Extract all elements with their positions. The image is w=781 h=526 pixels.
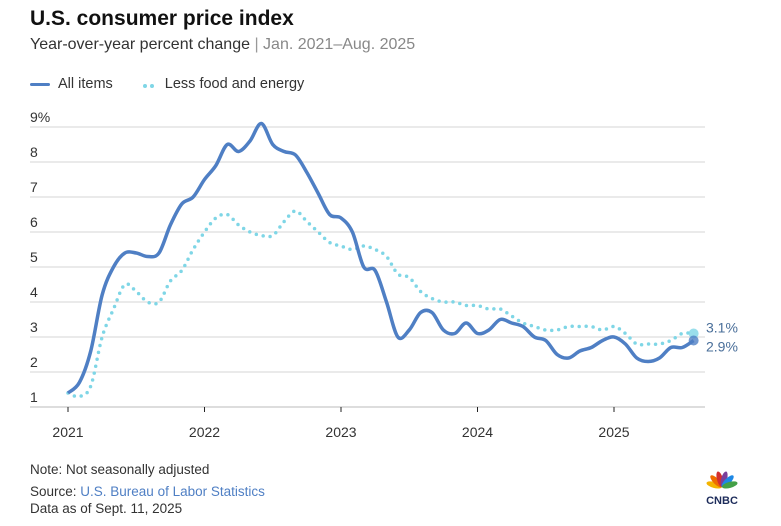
y-tick-label: 9% [30,109,50,125]
subtitle-range: Jan. 2021–Aug. 2025 [263,36,416,53]
legend: All items Less food and energy [30,76,304,92]
y-tick-label: 1 [30,389,38,405]
y-tick-label: 3 [30,319,38,335]
x-tick-label: 2025 [598,424,629,440]
footer-note: Note: Not seasonally adjusted [30,462,210,477]
end-point-core [688,328,699,339]
y-tick-label: 5 [30,249,38,265]
x-tick-label: 2022 [189,424,220,440]
legend-dotted-line-icon [142,76,157,92]
subtitle-separator: | [254,36,259,53]
legend-solid-line-icon [30,82,50,86]
line-chart: 1 2 3 4 5 6 7 8 9% 2021 2022 2023 2024 2025 3.1% 2.9% [30,109,738,440]
end-point-all-items [688,335,699,346]
series-line-all-items [66,121,695,395]
end-label-core: 3.1% [706,320,738,336]
end-label-all-items: 2.9% [706,339,738,355]
source-prefix: Source: [30,484,81,499]
legend-core: Less food and energy [164,76,305,92]
legend-all-items: All items [58,76,113,92]
y-tick-label: 4 [30,284,38,300]
chart-subtitle: Year-over-year percent change | Jan. 202… [30,36,415,54]
svg-text:CNBC: CNBC [706,495,738,506]
footer-source: Source: U.S. Bureau of Labor Statistics [30,484,265,499]
series-line-core [66,209,696,399]
cnbc-logo: CNBC [706,471,738,506]
footer-data-date: Data as of Sept. 11, 2025 [30,501,183,516]
x-tick-label: 2024 [462,424,493,440]
y-tick-label: 2 [30,354,38,370]
y-tick-label: 6 [30,214,38,230]
x-tick-label: 2023 [325,424,356,440]
y-tick-label: 8 [30,144,38,160]
x-tick-label: 2021 [52,424,83,440]
y-tick-label: 7 [30,179,38,195]
source-link[interactable]: U.S. Bureau of Labor Statistics [80,484,265,499]
chart-title: U.S. consumer price index [30,7,294,30]
subtitle-text: Year-over-year percent change [30,36,250,53]
